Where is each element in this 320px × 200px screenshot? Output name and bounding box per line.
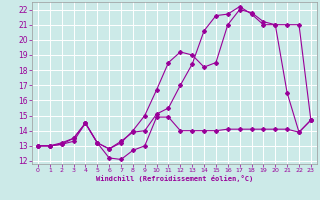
- X-axis label: Windchill (Refroidissement éolien,°C): Windchill (Refroidissement éolien,°C): [96, 175, 253, 182]
